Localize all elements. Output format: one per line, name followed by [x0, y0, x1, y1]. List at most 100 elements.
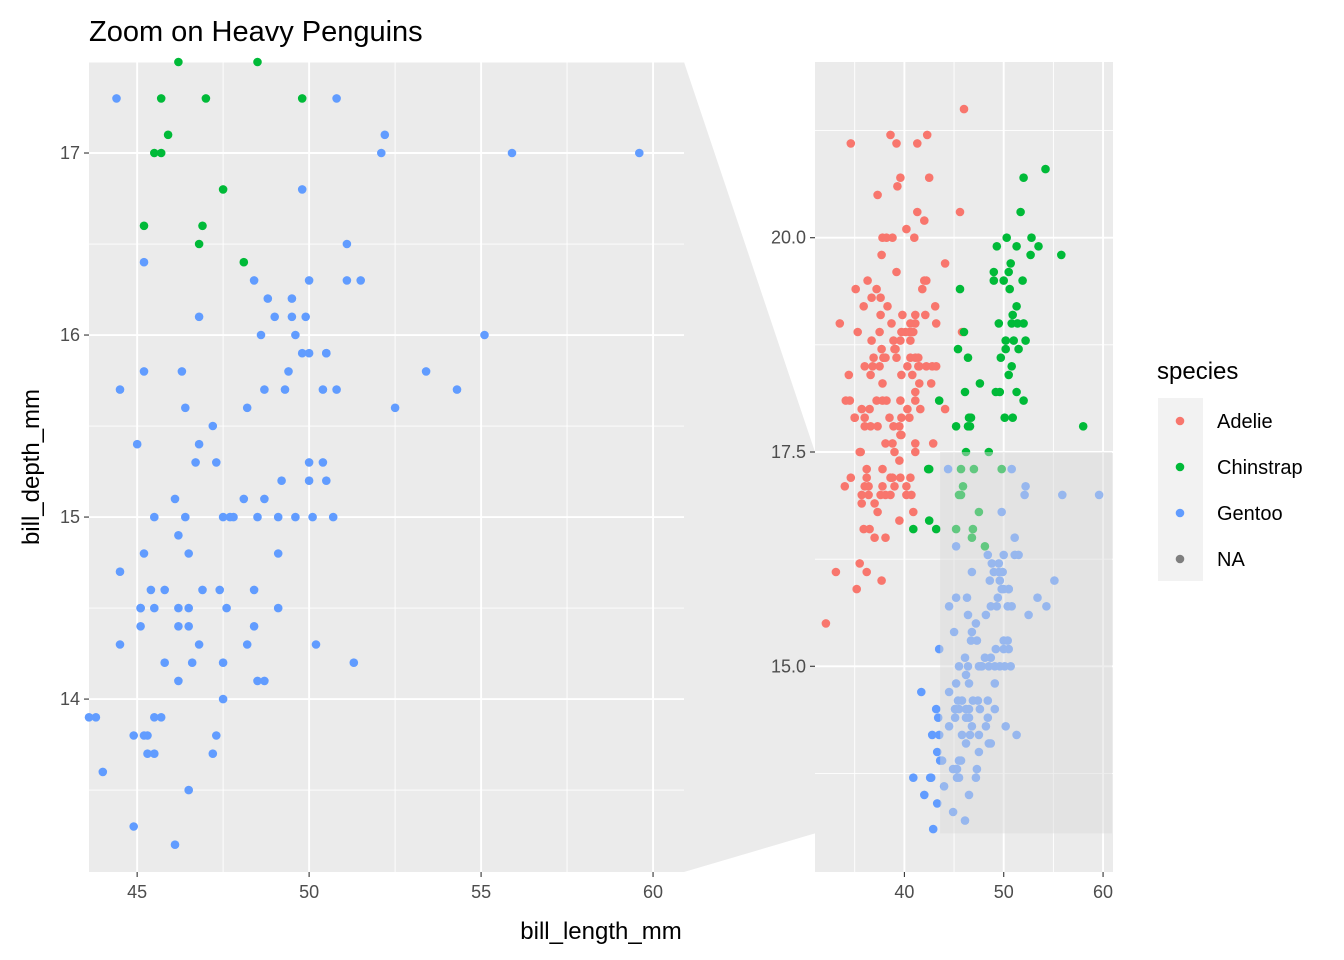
data-point-gentoo: [948, 807, 958, 817]
data-point-adelie: [885, 413, 894, 423]
data-point-gentoo: [273, 512, 283, 522]
data-point-chinstrap: [966, 413, 976, 423]
y-tick-label: 17.5: [771, 442, 806, 462]
data-point-gentoo: [215, 585, 224, 595]
data-point-adelie: [869, 353, 878, 363]
data-point-adelie: [856, 447, 865, 457]
data-point-chinstrap: [1018, 276, 1027, 285]
data-point-chinstrap: [1001, 344, 1010, 354]
data-point-adelie: [881, 533, 890, 542]
data-point-adelie: [886, 130, 895, 140]
data-point-gentoo: [1010, 533, 1019, 542]
data-point-chinstrap: [198, 221, 207, 231]
data-point-chinstrap: [1002, 233, 1011, 242]
data-point-chinstrap: [955, 284, 965, 294]
data-point-gentoo: [136, 603, 145, 613]
data-point-gentoo: [944, 602, 954, 611]
data-point-gentoo: [187, 658, 197, 667]
data-point-adelie: [931, 362, 941, 371]
data-point-adelie: [857, 404, 866, 414]
data-point-gentoo: [115, 385, 125, 394]
zoom-panel: 40 50 60 15.0 17.5 20.0: [771, 62, 1113, 902]
data-point-gentoo: [270, 312, 280, 322]
data-point-gentoo: [181, 403, 190, 413]
data-point-gentoo: [943, 464, 953, 474]
data-point-chinstrap: [989, 267, 999, 277]
data-point-gentoo: [322, 476, 331, 486]
data-point-gentoo: [256, 330, 266, 340]
data-point-adelie: [866, 370, 875, 380]
y-tick-label: 15.0: [771, 656, 806, 676]
data-point-gentoo: [277, 476, 286, 486]
data-point-gentoo: [962, 593, 972, 602]
x-tick-label: 55: [471, 882, 491, 902]
data-point-adelie: [896, 173, 905, 182]
data-point-gentoo: [965, 730, 975, 740]
data-point-adelie: [831, 567, 841, 577]
data-point-chinstrap: [1021, 336, 1030, 345]
data-point-adelie: [903, 404, 912, 414]
data-point-gentoo: [944, 687, 954, 697]
data-point-chinstrap: [1019, 319, 1028, 328]
data-point-adelie: [903, 362, 912, 371]
data-point-adelie: [865, 524, 874, 534]
data-point-adelie: [850, 413, 859, 423]
data-point-adelie: [873, 507, 882, 517]
data-point-gentoo: [377, 148, 386, 158]
data-point-gentoo: [960, 816, 970, 825]
y-tick-label: 14: [60, 689, 80, 709]
data-point-gentoo: [1024, 610, 1033, 620]
data-point-adelie: [902, 482, 911, 491]
data-point-adelie: [895, 422, 904, 431]
data-point-chinstrap: [984, 447, 994, 457]
data-point-gentoo: [194, 640, 204, 649]
data-point-gentoo: [291, 330, 300, 340]
data-point-gentoo: [928, 824, 938, 834]
data-point-chinstrap: [959, 327, 969, 337]
data-point-gentoo: [964, 704, 974, 714]
data-point-chinstrap: [931, 524, 941, 534]
data-point-gentoo: [967, 567, 977, 577]
data-point-gentoo: [260, 385, 269, 394]
data-point-adelie: [870, 533, 879, 542]
data-point-adelie: [872, 284, 881, 294]
data-point-gentoo: [909, 773, 918, 782]
data-point-gentoo: [184, 785, 193, 795]
data-point-adelie: [896, 473, 905, 483]
data-point-gentoo: [980, 653, 990, 662]
data-point-gentoo: [963, 610, 973, 620]
zoom-connector: [684, 62, 815, 872]
data-point-gentoo: [184, 622, 193, 631]
data-point-gentoo: [170, 840, 180, 849]
data-point-adelie: [855, 559, 864, 568]
data-point-chinstrap: [1004, 370, 1013, 380]
data-point-gentoo: [249, 585, 259, 595]
data-point-gentoo: [984, 662, 994, 671]
data-point-gentoo: [1007, 464, 1016, 474]
data-point-adelie: [955, 207, 965, 217]
data-point-gentoo: [225, 512, 235, 522]
data-point-chinstrap: [924, 516, 934, 525]
data-point-chinstrap: [163, 130, 173, 140]
data-point-adelie: [907, 490, 916, 500]
data-point-gentoo: [1012, 730, 1021, 740]
legend-key-gentoo: [1175, 508, 1185, 518]
data-point-gentoo: [993, 593, 1003, 602]
zoom-panel-x-ticks: 40 50 60: [894, 872, 1113, 902]
data-point-adelie: [892, 353, 901, 363]
data-point-adelie: [852, 584, 861, 594]
data-point-gentoo: [253, 676, 262, 686]
data-point-gentoo: [198, 585, 207, 595]
data-point-chinstrap: [1013, 319, 1022, 328]
data-point-gentoo: [949, 627, 959, 637]
data-point-adelie: [924, 173, 934, 182]
data-point-adelie: [862, 567, 871, 577]
data-point-gentoo: [981, 610, 991, 620]
main-panel-y-ticks: 14 15 16 17: [60, 143, 89, 709]
legend-key-chinstrap: [1175, 462, 1185, 472]
data-point-gentoo: [212, 731, 221, 740]
data-point-gentoo: [160, 658, 169, 667]
data-point-gentoo: [932, 747, 942, 757]
data-point-adelie: [860, 413, 869, 423]
data-point-gentoo: [249, 276, 259, 285]
